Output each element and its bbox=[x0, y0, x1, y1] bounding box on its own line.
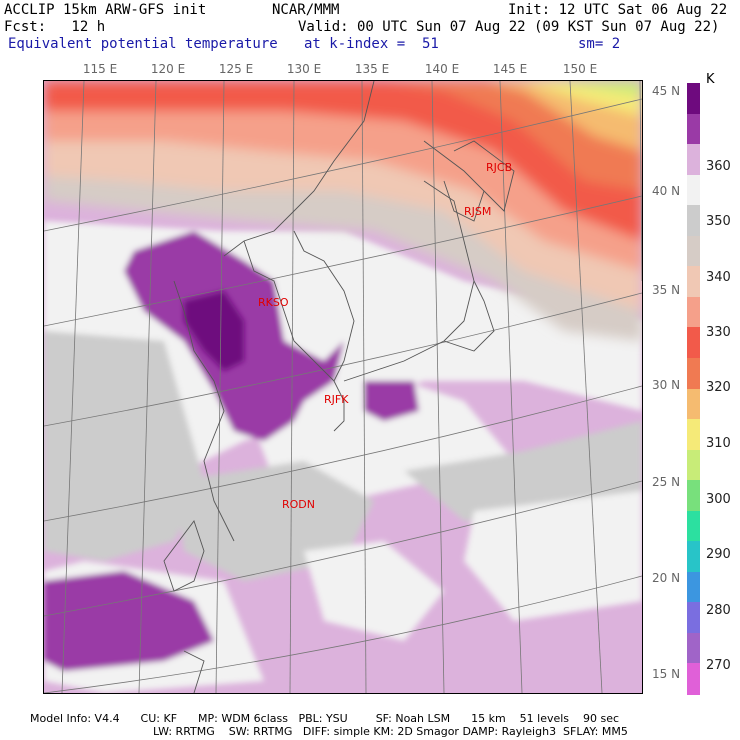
lat-label-40: 40 N bbox=[652, 184, 681, 198]
station-rodn: RODN bbox=[282, 498, 315, 511]
station-rjsm: RJSM bbox=[464, 205, 492, 218]
colorbar bbox=[687, 83, 700, 695]
theta-e-map bbox=[43, 80, 643, 694]
colorbar-swatch bbox=[687, 113, 700, 145]
lon-label-115: 115 E bbox=[82, 62, 118, 76]
colorbar-swatch bbox=[687, 419, 700, 451]
colorbar-label-340: 340 bbox=[706, 270, 731, 285]
colorbar-unit: K bbox=[706, 72, 715, 87]
org-label: NCAR/MMM bbox=[272, 2, 340, 18]
lat-label-35: 35 N bbox=[652, 283, 681, 297]
colorbar-swatch bbox=[687, 327, 700, 359]
lon-label-135: 135 E bbox=[354, 62, 390, 76]
colorbar-label-290: 290 bbox=[706, 547, 731, 562]
station-rjfk: RJFK bbox=[324, 393, 349, 406]
colorbar-swatch bbox=[687, 83, 700, 115]
lon-label-125: 125 E bbox=[218, 62, 254, 76]
model-info-line2: LW: RRTMG SW: RRTMG DIFF: simple KM: 2D … bbox=[153, 725, 628, 738]
station-rkso: RKSO bbox=[258, 296, 289, 309]
station-rjcb: RJCB bbox=[486, 161, 513, 174]
lat-label-30: 30 N bbox=[652, 378, 681, 392]
lat-label-25: 25 N bbox=[652, 475, 681, 489]
forecast-hour: Fcst: 12 h bbox=[4, 19, 106, 35]
colorbar-swatch bbox=[687, 602, 700, 634]
colorbar-swatch bbox=[687, 449, 700, 481]
field-name: Equivalent potential temperature bbox=[8, 36, 278, 52]
colorbar-swatch bbox=[687, 144, 700, 176]
lat-label-20: 20 N bbox=[652, 571, 681, 585]
colorbar-label-310: 310 bbox=[706, 436, 731, 451]
lon-label-150: 150 E bbox=[562, 62, 598, 76]
colorbar-swatch bbox=[687, 510, 700, 542]
colorbar-label-350: 350 bbox=[706, 214, 731, 229]
colorbar-swatch bbox=[687, 174, 700, 206]
colorbar-swatch bbox=[687, 266, 700, 298]
valid-time: Valid: 00 UTC Sun 07 Aug 22 (09 KST Sun … bbox=[298, 19, 720, 35]
colorbar-swatch bbox=[687, 541, 700, 573]
colorbar-swatch bbox=[687, 663, 700, 695]
init-time: Init: 12 UTC Sat 06 Aug 22 bbox=[508, 2, 728, 18]
colorbar-label-300: 300 bbox=[706, 492, 731, 507]
model-title: ACCLIP 15km ARW-GFS init bbox=[4, 2, 207, 18]
lon-label-145: 145 E bbox=[492, 62, 528, 76]
k-index-label: at k-index = 51 bbox=[304, 36, 439, 52]
lon-label-140: 140 E bbox=[424, 62, 460, 76]
colorbar-swatch bbox=[687, 205, 700, 237]
smoothing-label: sm= 2 bbox=[578, 36, 621, 52]
model-info-line1: Model Info: V4.4 CU: KF MP: WDM 6class P… bbox=[30, 712, 620, 725]
lat-label-45: 45 N bbox=[652, 84, 681, 98]
graticule bbox=[44, 81, 642, 693]
lon-label-120: 120 E bbox=[150, 62, 186, 76]
coastlines bbox=[163, 81, 515, 693]
colorbar-label-270: 270 bbox=[706, 658, 731, 673]
colorbar-swatch bbox=[687, 296, 700, 328]
colorbar-swatch bbox=[687, 480, 700, 512]
colorbar-label-330: 330 bbox=[706, 325, 731, 340]
colorbar-swatch bbox=[687, 357, 700, 390]
colorbar-label-360: 360 bbox=[706, 159, 731, 174]
colorbar-label-320: 320 bbox=[706, 380, 731, 395]
colorbar-swatch bbox=[687, 235, 700, 267]
colorbar-swatch bbox=[687, 632, 700, 665]
colorbar-swatch bbox=[687, 388, 700, 420]
colorbar-swatch bbox=[687, 571, 700, 603]
lon-label-130: 130 E bbox=[286, 62, 322, 76]
lat-label-15: 15 N bbox=[652, 667, 681, 681]
colorbar-label-280: 280 bbox=[706, 603, 731, 618]
